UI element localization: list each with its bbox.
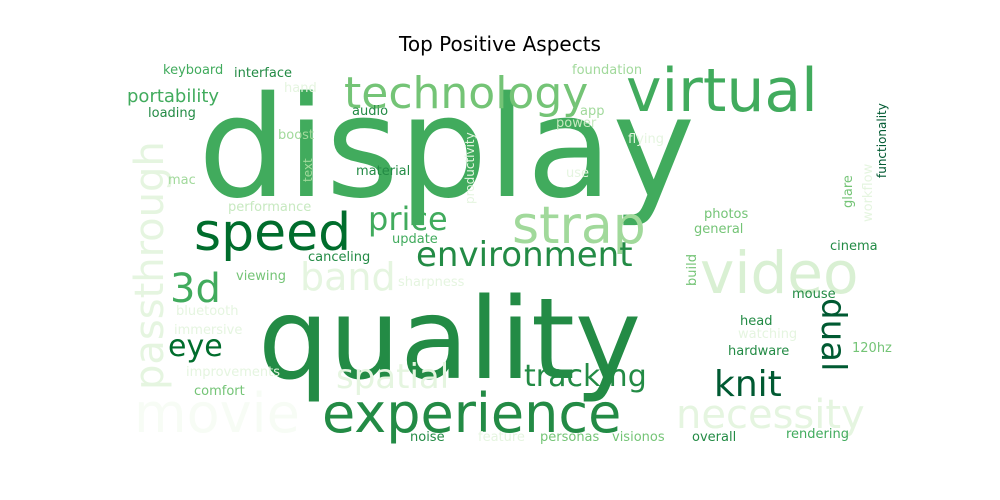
chart-title: Top Positive Aspects	[399, 32, 601, 56]
word-overall: overall	[692, 430, 736, 445]
word-performance: performance	[228, 200, 311, 215]
word-update: update	[392, 232, 438, 247]
word-general: general	[694, 222, 743, 237]
word-use: use	[566, 166, 589, 181]
word-visionos: visionos	[612, 430, 665, 445]
word-display: display	[198, 67, 695, 230]
word-material: material	[356, 164, 410, 179]
word-hardware: hardware	[728, 344, 789, 359]
word-experience: experience	[322, 382, 621, 445]
word-immersive: immersive	[174, 323, 242, 338]
word-watching: watching	[738, 327, 797, 342]
word-power: power	[556, 116, 597, 131]
word-price: price	[368, 200, 448, 238]
word-canceling: canceling	[308, 250, 370, 265]
word-sharpness: sharpness	[398, 275, 465, 290]
word-rendering: rendering	[786, 427, 849, 442]
word-functionality: functionality	[875, 103, 889, 178]
word-boost: boost	[278, 128, 314, 143]
word-movie: movie	[134, 382, 300, 445]
word-portability: portability	[127, 86, 219, 107]
word-band: band	[300, 255, 396, 299]
word-feature: feature	[478, 430, 525, 445]
word-strap: strap	[512, 196, 646, 256]
word-text: text	[301, 158, 315, 182]
word-flying: flying	[628, 132, 664, 147]
word-foundation: foundation	[572, 63, 642, 78]
word-eye: eye	[168, 329, 223, 364]
word-loading: loading	[148, 106, 196, 121]
word-technology: technology	[344, 68, 588, 119]
word-keyboard: keyboard	[163, 63, 223, 78]
word-environment: environment	[416, 235, 633, 275]
word-virtual: virtual	[626, 56, 818, 126]
word-head: head	[740, 314, 772, 329]
word-mouse: mouse	[792, 287, 836, 302]
word-noise: noise	[410, 430, 445, 445]
word-workflow: workflow	[861, 163, 876, 222]
word-personas: personas	[540, 430, 600, 445]
word-cinema: cinema	[830, 239, 878, 254]
word-app: app	[580, 104, 604, 119]
word-passthrough: passthrough	[127, 141, 173, 390]
word-bluetooth: bluetooth	[176, 304, 238, 319]
word-knit: knit	[714, 364, 782, 405]
word-tracking: tracking	[524, 359, 647, 394]
word-interface: interface	[234, 66, 292, 81]
word-speed: speed	[194, 203, 351, 263]
word-viewing: viewing	[236, 269, 286, 284]
word-build: build	[685, 254, 700, 286]
word-spatial: spatial	[336, 357, 449, 397]
word-productivity: productivity	[463, 132, 477, 204]
word-quality: quality	[258, 275, 641, 405]
word-glare: glare	[841, 175, 856, 208]
word-improvements: improvements	[186, 365, 280, 380]
word-video: video	[700, 239, 858, 307]
word-mac: mac	[168, 173, 196, 188]
word-audio: audio	[352, 104, 388, 119]
word-necessity: necessity	[676, 392, 865, 438]
word-120hz: 120hz	[852, 341, 892, 356]
word-3d: 3d	[170, 266, 221, 312]
word-comfort: comfort	[194, 384, 245, 399]
word-photos: photos	[704, 207, 748, 222]
word-hand: hand	[284, 81, 317, 96]
word-dual: dual	[813, 298, 853, 371]
